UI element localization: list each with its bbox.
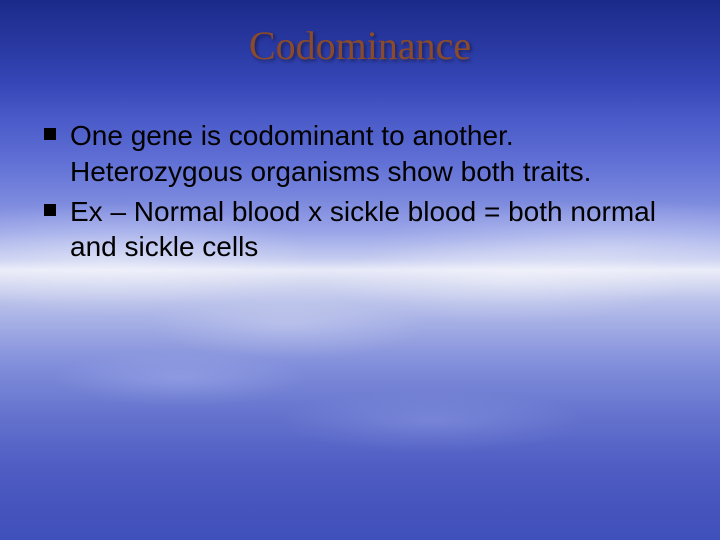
slide: Codominance One gene is codominant to an… (0, 0, 720, 540)
bullet-item: Ex – Normal blood x sickle blood = both … (44, 194, 676, 266)
slide-body: One gene is codominant to another. Heter… (44, 118, 676, 269)
slide-title: Codominance (0, 22, 720, 69)
bullet-text: Ex – Normal blood x sickle blood = both … (70, 194, 676, 266)
square-bullet-icon (44, 128, 56, 140)
bullet-item: One gene is codominant to another. Heter… (44, 118, 676, 190)
bullet-text: One gene is codominant to another. Heter… (70, 118, 676, 190)
square-bullet-icon (44, 204, 56, 216)
